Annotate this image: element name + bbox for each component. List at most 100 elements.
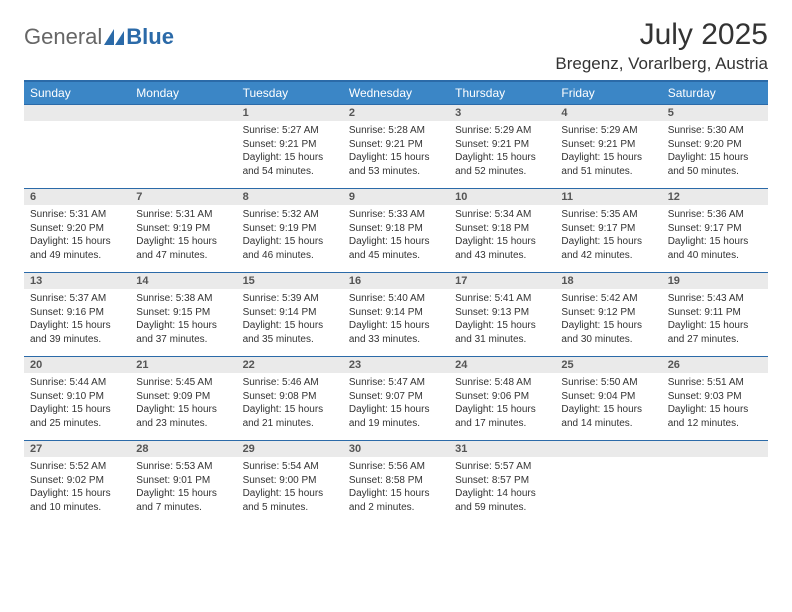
daylight-line: Daylight: 15 hours and 53 minutes. (349, 151, 443, 178)
calendar-cell (555, 441, 661, 525)
day-number: 11 (555, 189, 661, 205)
day-body: Sunrise: 5:54 AMSunset: 9:00 PMDaylight:… (237, 457, 343, 520)
sunrise-line: Sunrise: 5:31 AM (136, 208, 230, 222)
calendar-cell: 19Sunrise: 5:43 AMSunset: 9:11 PMDayligh… (662, 273, 768, 357)
daylight-line: Daylight: 15 hours and 40 minutes. (668, 235, 762, 262)
sunset-line: Sunset: 9:03 PM (668, 390, 762, 404)
calendar-cell: 7Sunrise: 5:31 AMSunset: 9:19 PMDaylight… (130, 189, 236, 273)
sunset-line: Sunset: 9:20 PM (30, 222, 124, 236)
sunset-line: Sunset: 9:19 PM (243, 222, 337, 236)
calendar-row: 13Sunrise: 5:37 AMSunset: 9:16 PMDayligh… (24, 273, 768, 357)
daylight-line: Daylight: 15 hours and 19 minutes. (349, 403, 443, 430)
day-body: Sunrise: 5:31 AMSunset: 9:20 PMDaylight:… (24, 205, 130, 268)
daylight-line: Daylight: 15 hours and 45 minutes. (349, 235, 443, 262)
calendar-cell (24, 105, 130, 189)
day-body: Sunrise: 5:37 AMSunset: 9:16 PMDaylight:… (24, 289, 130, 352)
day-number-empty (130, 105, 236, 121)
daylight-line: Daylight: 15 hours and 37 minutes. (136, 319, 230, 346)
sunrise-line: Sunrise: 5:52 AM (30, 460, 124, 474)
day-body: Sunrise: 5:52 AMSunset: 9:02 PMDaylight:… (24, 457, 130, 520)
sunset-line: Sunset: 9:10 PM (30, 390, 124, 404)
day-number: 12 (662, 189, 768, 205)
daylight-line: Daylight: 15 hours and 25 minutes. (30, 403, 124, 430)
daylight-line: Daylight: 14 hours and 59 minutes. (455, 487, 549, 514)
daylight-line: Daylight: 15 hours and 43 minutes. (455, 235, 549, 262)
day-body-empty (24, 121, 130, 171)
sunrise-line: Sunrise: 5:53 AM (136, 460, 230, 474)
day-number: 19 (662, 273, 768, 289)
day-header-wednesday: Wednesday (343, 81, 449, 105)
day-body: Sunrise: 5:32 AMSunset: 9:19 PMDaylight:… (237, 205, 343, 268)
sunrise-line: Sunrise: 5:38 AM (136, 292, 230, 306)
day-number-empty (24, 105, 130, 121)
sunset-line: Sunset: 9:08 PM (243, 390, 337, 404)
month-title: July 2025 (555, 18, 768, 52)
sunrise-line: Sunrise: 5:45 AM (136, 376, 230, 390)
calendar-cell: 29Sunrise: 5:54 AMSunset: 9:00 PMDayligh… (237, 441, 343, 525)
sunset-line: Sunset: 9:07 PM (349, 390, 443, 404)
calendar-cell: 13Sunrise: 5:37 AMSunset: 9:16 PMDayligh… (24, 273, 130, 357)
daylight-line: Daylight: 15 hours and 51 minutes. (561, 151, 655, 178)
day-number: 28 (130, 441, 236, 457)
day-number: 3 (449, 105, 555, 121)
daylight-line: Daylight: 15 hours and 42 minutes. (561, 235, 655, 262)
day-body: Sunrise: 5:47 AMSunset: 9:07 PMDaylight:… (343, 373, 449, 436)
sunrise-line: Sunrise: 5:35 AM (561, 208, 655, 222)
day-number: 26 (662, 357, 768, 373)
calendar-cell: 9Sunrise: 5:33 AMSunset: 9:18 PMDaylight… (343, 189, 449, 273)
sunset-line: Sunset: 9:02 PM (30, 474, 124, 488)
day-number: 17 (449, 273, 555, 289)
sunrise-line: Sunrise: 5:33 AM (349, 208, 443, 222)
day-body-empty (555, 457, 661, 507)
sunset-line: Sunset: 9:12 PM (561, 306, 655, 320)
daylight-line: Daylight: 15 hours and 23 minutes. (136, 403, 230, 430)
daylight-line: Daylight: 15 hours and 31 minutes. (455, 319, 549, 346)
sunset-line: Sunset: 9:15 PM (136, 306, 230, 320)
sunset-line: Sunset: 9:17 PM (668, 222, 762, 236)
sunset-line: Sunset: 9:21 PM (243, 138, 337, 152)
day-body: Sunrise: 5:57 AMSunset: 8:57 PMDaylight:… (449, 457, 555, 520)
daylight-line: Daylight: 15 hours and 17 minutes. (455, 403, 549, 430)
sunrise-line: Sunrise: 5:46 AM (243, 376, 337, 390)
day-body: Sunrise: 5:56 AMSunset: 8:58 PMDaylight:… (343, 457, 449, 520)
calendar-cell: 18Sunrise: 5:42 AMSunset: 9:12 PMDayligh… (555, 273, 661, 357)
day-number: 4 (555, 105, 661, 121)
sunset-line: Sunset: 9:17 PM (561, 222, 655, 236)
day-number: 10 (449, 189, 555, 205)
sunrise-line: Sunrise: 5:56 AM (349, 460, 443, 474)
day-body-empty (662, 457, 768, 507)
day-number: 5 (662, 105, 768, 121)
calendar-cell: 12Sunrise: 5:36 AMSunset: 9:17 PMDayligh… (662, 189, 768, 273)
day-header-row: Sunday Monday Tuesday Wednesday Thursday… (24, 81, 768, 105)
day-body: Sunrise: 5:53 AMSunset: 9:01 PMDaylight:… (130, 457, 236, 520)
sunrise-line: Sunrise: 5:29 AM (455, 124, 549, 138)
day-number: 20 (24, 357, 130, 373)
logo: General Blue (24, 18, 174, 50)
daylight-line: Daylight: 15 hours and 27 minutes. (668, 319, 762, 346)
day-body: Sunrise: 5:44 AMSunset: 9:10 PMDaylight:… (24, 373, 130, 436)
sunrise-line: Sunrise: 5:51 AM (668, 376, 762, 390)
sunrise-line: Sunrise: 5:50 AM (561, 376, 655, 390)
calendar-cell: 14Sunrise: 5:38 AMSunset: 9:15 PMDayligh… (130, 273, 236, 357)
logo-text-general: General (24, 24, 102, 50)
daylight-line: Daylight: 15 hours and 50 minutes. (668, 151, 762, 178)
daylight-line: Daylight: 15 hours and 5 minutes. (243, 487, 337, 514)
sunset-line: Sunset: 9:04 PM (561, 390, 655, 404)
calendar-cell: 16Sunrise: 5:40 AMSunset: 9:14 PMDayligh… (343, 273, 449, 357)
sunrise-line: Sunrise: 5:32 AM (243, 208, 337, 222)
daylight-line: Daylight: 15 hours and 7 minutes. (136, 487, 230, 514)
day-body: Sunrise: 5:29 AMSunset: 9:21 PMDaylight:… (555, 121, 661, 184)
sunrise-line: Sunrise: 5:42 AM (561, 292, 655, 306)
sunset-line: Sunset: 9:01 PM (136, 474, 230, 488)
day-body: Sunrise: 5:33 AMSunset: 9:18 PMDaylight:… (343, 205, 449, 268)
day-header-thursday: Thursday (449, 81, 555, 105)
calendar-cell: 22Sunrise: 5:46 AMSunset: 9:08 PMDayligh… (237, 357, 343, 441)
day-number: 27 (24, 441, 130, 457)
calendar-cell: 24Sunrise: 5:48 AMSunset: 9:06 PMDayligh… (449, 357, 555, 441)
calendar-cell: 4Sunrise: 5:29 AMSunset: 9:21 PMDaylight… (555, 105, 661, 189)
day-body: Sunrise: 5:46 AMSunset: 9:08 PMDaylight:… (237, 373, 343, 436)
calendar-cell (130, 105, 236, 189)
day-number-empty (662, 441, 768, 457)
day-body: Sunrise: 5:27 AMSunset: 9:21 PMDaylight:… (237, 121, 343, 184)
sunset-line: Sunset: 9:21 PM (561, 138, 655, 152)
